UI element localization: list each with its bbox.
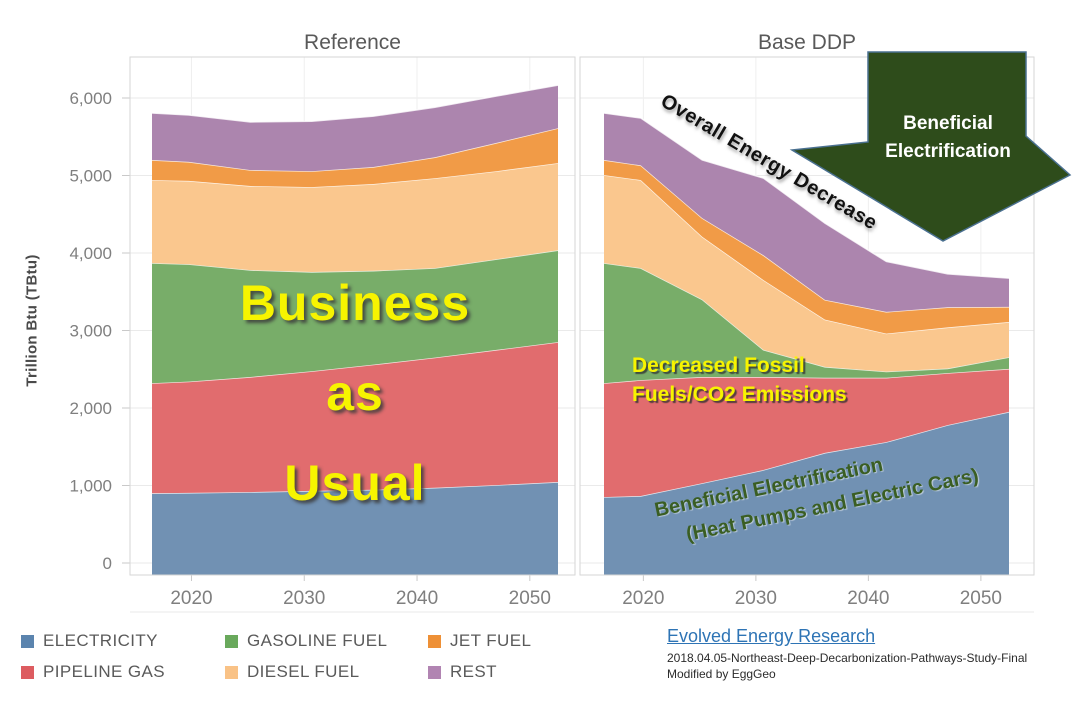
annotation-decreased-fossil-line2: Fuels/CO2 Emissions	[632, 383, 847, 406]
legend-label: JET FUEL	[450, 631, 532, 650]
y-tick-label: 6,000	[69, 89, 112, 108]
legend-label: GASOLINE FUEL	[247, 631, 388, 650]
arrow-label: Beneficial Electrification	[858, 110, 1038, 166]
area-boundary	[151, 162, 559, 188]
panel-border	[579, 56, 1035, 576]
legend-label: PIPELINE GAS	[43, 662, 165, 681]
x-tick-label: 2020	[170, 588, 212, 609]
area-diesel-fuel	[604, 175, 1009, 372]
legend-swatch-icon	[428, 665, 441, 679]
area-jet-fuel	[604, 160, 1009, 334]
annotation-business: Business	[239, 275, 471, 331]
legend-item-rest[interactable]: REST	[428, 662, 497, 681]
right-panel-title: Base DDP	[757, 31, 857, 54]
x-tick-label: 2030	[735, 588, 777, 609]
area-diesel-fuel	[152, 163, 558, 272]
legend-swatch-icon	[21, 665, 34, 679]
area-boundary	[603, 112, 1010, 279]
y-tick-label: 3,000	[69, 322, 112, 341]
area-rest	[152, 85, 558, 172]
y-tick-label: 1,000	[69, 477, 112, 496]
legend-swatch-icon	[21, 634, 34, 648]
y-tick-label: 0	[103, 554, 112, 573]
area-rest	[604, 113, 1009, 312]
x-tick-label: 2050	[509, 588, 551, 609]
area-boundary	[151, 249, 559, 273]
annotation-as: as	[326, 365, 384, 421]
annotation-decreased-fossil-line1: Decreased Fossil	[632, 354, 805, 377]
area-boundary	[151, 84, 559, 123]
legend-swatch-icon	[225, 665, 238, 679]
x-tick-label: 2030	[283, 588, 325, 609]
legend-swatch-icon	[225, 634, 238, 648]
y-tick-label: 5,000	[69, 167, 112, 186]
legend-item-diesel-fuel[interactable]: DIESEL FUEL	[225, 662, 360, 681]
citation-line1: 2018.04.05-Northeast-Deep-Decarbonizatio…	[667, 651, 1028, 665]
legend-item-jet-fuel[interactable]: JET FUEL	[428, 631, 532, 650]
area-pipeline-gas	[152, 342, 558, 494]
citation-block: Evolved Energy Research 2018.04.05-North…	[667, 626, 1067, 682]
legend-item-pipeline-gas[interactable]: PIPELINE GAS	[21, 662, 165, 681]
down-arrow-shape	[789, 51, 1072, 242]
area-gasoline-fuel	[152, 250, 558, 384]
annotation-usual: Usual	[284, 455, 426, 511]
left-panel-title: Reference	[304, 31, 401, 54]
legend-item-electricity[interactable]: ELECTRICITY	[21, 631, 158, 650]
area-pipeline-gas	[604, 368, 1009, 498]
citation-line2: Modified by EggGeo	[667, 667, 776, 681]
area-electricity	[604, 411, 1009, 575]
x-tick-label: 2040	[396, 588, 438, 609]
area-electricity	[152, 482, 558, 575]
area-jet-fuel	[152, 128, 558, 188]
x-tick-label: 2020	[622, 588, 664, 609]
legend-swatch-icon	[428, 634, 441, 648]
panel-border	[129, 56, 576, 576]
y-tick-label: 4,000	[69, 244, 112, 263]
y-tick-label: 2,000	[69, 399, 112, 418]
area-gasoline-fuel	[604, 263, 1009, 384]
annotation-decreased-fossil: Decreased Fossil Fuels/CO2 Emissions	[632, 351, 847, 409]
citation-link[interactable]: Evolved Energy Research	[667, 626, 876, 646]
x-tick-label: 2050	[960, 588, 1002, 609]
arrow-label-line1: Beneficial	[903, 113, 993, 134]
x-tick-label: 2040	[847, 588, 889, 609]
legend-label: DIESEL FUEL	[247, 662, 360, 681]
legend-item-gasoline-fuel[interactable]: GASOLINE FUEL	[225, 631, 388, 650]
arrow-label-line2: Electrification	[885, 141, 1011, 162]
legend-label: ELECTRICITY	[43, 631, 158, 650]
legend-label: REST	[450, 662, 497, 681]
